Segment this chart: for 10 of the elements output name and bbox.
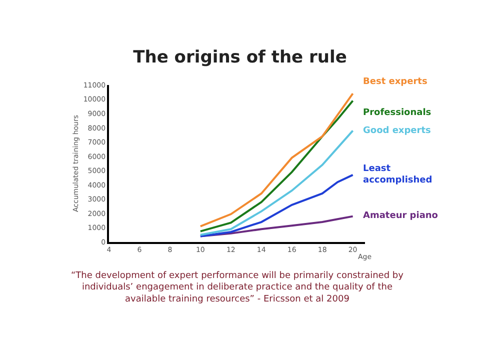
line-series <box>199 215 354 238</box>
series-label: Best experts <box>363 77 428 87</box>
series-label: Amateur piano <box>363 211 438 221</box>
series-label: Professionals <box>363 108 432 118</box>
text: “The development of expert performance will be primarily constrained by individuals’ engagement in deliberate practice and the quality of the available training resources” - Ericsson et al 2009 <box>71 271 404 304</box>
line-series <box>199 130 354 236</box>
line-series <box>199 174 354 238</box>
series-label: Least accomplished <box>363 164 432 186</box>
chart-title: The origins of the rule <box>133 47 347 68</box>
series-label: Good experts <box>363 126 431 136</box>
